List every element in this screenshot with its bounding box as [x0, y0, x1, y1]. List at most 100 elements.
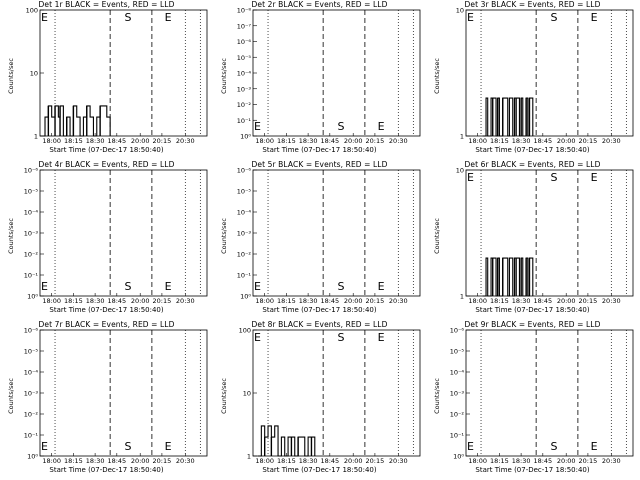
y-tick-label: 1: [34, 133, 38, 141]
x-tick-label: 18:00: [42, 297, 61, 305]
x-tick-label: 18:15: [277, 137, 296, 145]
events-step-series: [258, 425, 316, 457]
event-marker: E: [467, 171, 474, 184]
x-tick-label: 20:30: [602, 137, 621, 145]
x-tick-label: 20:30: [389, 137, 408, 145]
event-marker: E: [165, 280, 172, 293]
y-tick-label: 10: [30, 70, 38, 78]
x-tick-label: 20:30: [176, 297, 195, 305]
x-tick-label: 18:00: [468, 297, 487, 305]
y-tick-label: 10⁻²: [237, 251, 252, 259]
x-axis-label: Start Time (07-Dec-17 18:50:40): [475, 466, 590, 474]
x-tick-label: 18:45: [107, 457, 126, 465]
event-marker: E: [467, 11, 474, 24]
y-tick-label: 10⁻¹: [24, 272, 39, 280]
panel-title: Det 5r BLACK = Events, RED = LLD: [251, 160, 388, 169]
y-tick-label: 10⁻³: [24, 390, 39, 398]
x-tick-label: 20:30: [389, 457, 408, 465]
x-tick-label: 20:00: [344, 457, 363, 465]
x-tick-label: 18:30: [512, 457, 531, 465]
x-tick-label: 18:00: [255, 457, 274, 465]
panel-title: Det 7r BLACK = Events, RED = LLD: [38, 320, 175, 329]
event-marker: E: [378, 331, 385, 344]
x-tick-label: 18:45: [107, 137, 126, 145]
y-tick-label: 10⁻⁷: [237, 22, 252, 30]
x-tick-label: 18:15: [64, 297, 83, 305]
detector-panel-3: Det 3r BLACK = Events, RED = LLD Start Ti…: [426, 0, 639, 160]
plot-frame: [252, 169, 421, 297]
detector-panel-8: Det 8r BLACK = Events, RED = LLD Start Ti…: [213, 320, 426, 480]
y-tick-label: 10⁻⁴: [24, 209, 39, 217]
x-tick-label: 20:15: [153, 137, 172, 145]
y-tick-label: 10⁰: [240, 133, 251, 141]
plot-frame: [39, 169, 208, 297]
y-tick-label: 10⁰: [453, 453, 464, 461]
x-tick-label: 18:30: [86, 457, 105, 465]
y-tick-label: 10⁻⁶: [237, 167, 252, 175]
x-tick-label: 18:00: [42, 137, 61, 145]
panel-title: Det 3r BLACK = Events, RED = LLD: [464, 0, 601, 9]
y-tick-label: 10⁻⁶: [24, 167, 39, 175]
y-tick-label: 10⁻¹: [237, 117, 252, 125]
x-tick-label: 20:30: [176, 457, 195, 465]
y-tick-label: 10⁻³: [237, 230, 252, 238]
panel-plot: 18:00 18:15 18:30 18:45 20:00 20:15 20:30 10⁰ 10…: [450, 327, 634, 465]
x-tick-label: 18:30: [86, 297, 105, 305]
event-marker: E: [378, 120, 385, 133]
detector-panel-4: Det 4r BLACK = Events, RED = LLD Start Ti…: [0, 160, 213, 320]
event-marker: E: [254, 280, 261, 293]
y-tick-label: 10⁻³: [24, 230, 39, 238]
y-tick-label: 1: [460, 293, 464, 301]
y-tick-label: 10⁻²: [24, 411, 39, 419]
event-marker: S: [125, 11, 132, 24]
y-tick-label: 10⁻⁶: [237, 38, 252, 46]
y-tick-label: 10⁻³: [237, 85, 252, 93]
y-tick-label: 1: [247, 453, 251, 461]
x-tick-label: 18:15: [490, 297, 509, 305]
event-marker: S: [338, 120, 345, 133]
y-tick-label: 10⁻⁵: [237, 188, 252, 196]
panel-title: Det 9r BLACK = Events, RED = LLD: [464, 320, 601, 329]
x-axis-label: Start Time (07-Dec-17 18:50:40): [49, 146, 164, 154]
event-marker: S: [551, 171, 558, 184]
x-tick-label: 18:00: [255, 297, 274, 305]
x-tick-label: 18:30: [299, 137, 318, 145]
y-tick-label: 10: [456, 7, 464, 15]
y-tick-label: 100: [239, 327, 251, 335]
y-tick-label: 10⁻¹: [24, 432, 39, 440]
x-axis-label: Start Time (07-Dec-17 18:50:40): [49, 466, 164, 474]
x-tick-label: 20:15: [579, 137, 598, 145]
panel-plot: 18:00 18:15 18:30 18:45 20:00 20:15 20:30 10⁰ 10…: [237, 7, 421, 145]
x-tick-label: 18:15: [64, 137, 83, 145]
x-tick-label: 18:00: [42, 457, 61, 465]
x-tick-label: 20:15: [366, 457, 385, 465]
panel-title: Det 2r BLACK = Events, RED = LLD: [251, 0, 388, 9]
y-tick-label: 10: [243, 390, 251, 398]
events-step-series: [40, 105, 111, 137]
y-tick-label: 10⁻⁵: [24, 348, 39, 356]
event-marker: E: [165, 11, 172, 24]
event-marker: E: [41, 280, 48, 293]
y-tick-label: 10⁻²: [24, 251, 39, 259]
panel-plot: 18:00 18:15 18:30 18:45 20:00 20:15 20:30 1 10 10…: [239, 327, 421, 465]
x-tick-label: 18:45: [320, 137, 339, 145]
x-tick-label: 20:00: [131, 137, 150, 145]
panel-plot: 18:00 18:15 18:30 18:45 20:00 20:15 20:30 10⁰ 10…: [237, 167, 421, 305]
event-marker: E: [254, 331, 261, 344]
event-marker: E: [41, 440, 48, 453]
detector-panel-2: Det 2r BLACK = Events, RED = LLD Start Ti…: [213, 0, 426, 160]
panel-title: Det 4r BLACK = Events, RED = LLD: [38, 160, 175, 169]
event-marker: S: [125, 440, 132, 453]
x-axis-label: Start Time (07-Dec-17 18:50:40): [475, 306, 590, 314]
panel-title: Det 8r BLACK = Events, RED = LLD: [251, 320, 388, 329]
event-marker: S: [338, 331, 345, 344]
events-step-series: [482, 257, 534, 297]
y-tick-label: 10⁰: [240, 293, 251, 301]
y-tick-label: 10⁻²: [450, 411, 465, 419]
y-tick-label: 1: [460, 133, 464, 141]
plot-frame: [39, 9, 208, 137]
x-tick-label: 18:15: [490, 137, 509, 145]
x-tick-label: 20:30: [602, 457, 621, 465]
y-tick-label: 10⁻⁶: [450, 327, 465, 335]
x-axis-label: Start Time (07-Dec-17 18:50:40): [262, 146, 377, 154]
